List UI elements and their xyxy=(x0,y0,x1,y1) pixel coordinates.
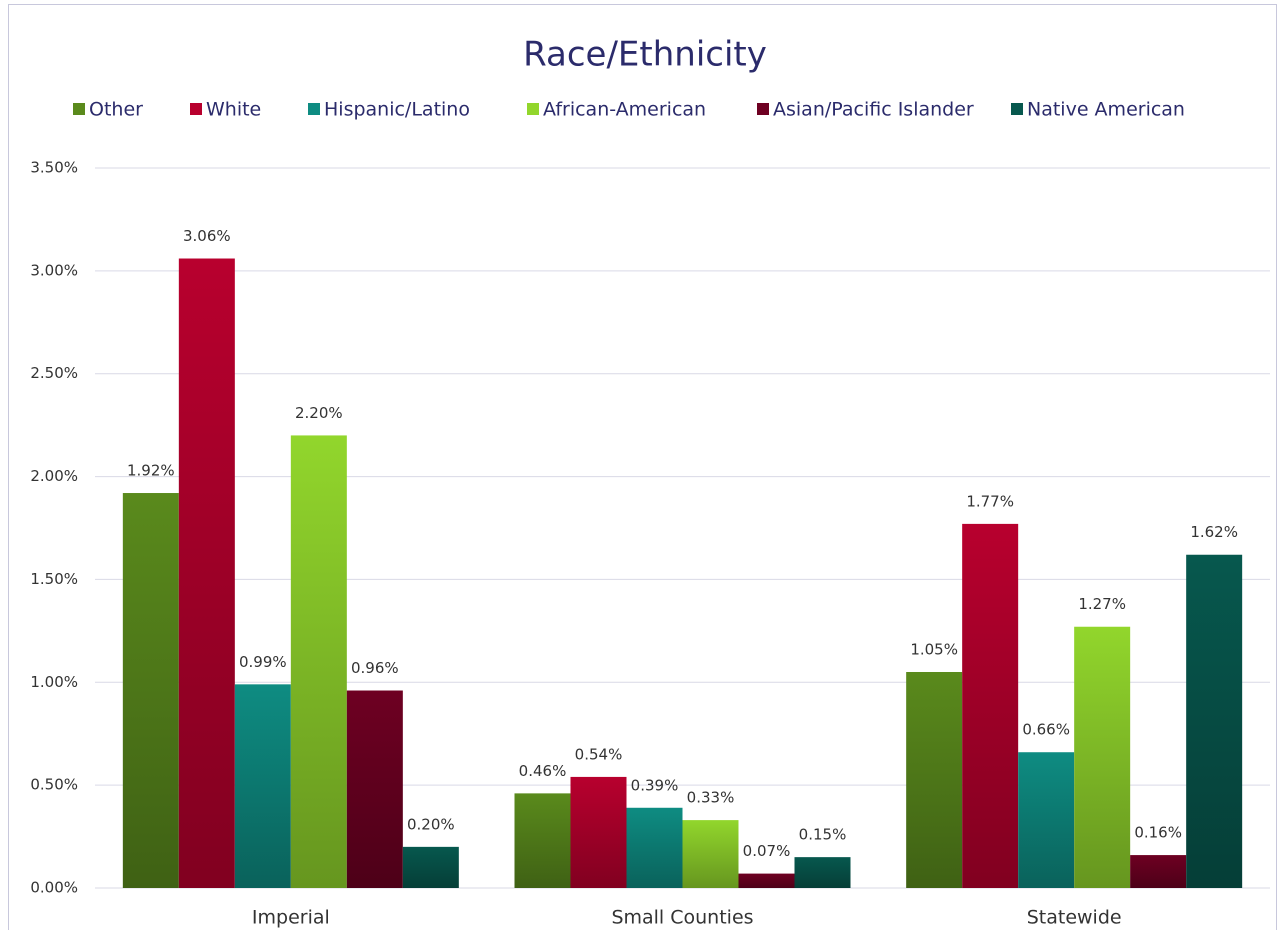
legend-label: Asian/Pacific Islander xyxy=(773,99,974,121)
legend-label: Hispanic/Latino xyxy=(324,99,470,121)
legend-swatch xyxy=(757,103,769,115)
y-tick-label: 3.50% xyxy=(30,159,78,177)
x-tick-label: Statewide xyxy=(1027,907,1122,929)
data-label: 0.15% xyxy=(799,826,847,844)
bar xyxy=(570,776,627,888)
data-label: 1.77% xyxy=(966,492,1014,510)
legend-label: Other xyxy=(89,99,143,121)
x-tick-label: Imperial xyxy=(252,907,330,929)
data-label: 0.46% xyxy=(519,762,567,780)
data-label: 1.92% xyxy=(127,462,175,480)
data-label: 0.99% xyxy=(239,653,287,671)
bar xyxy=(402,846,459,888)
bar xyxy=(1130,855,1187,888)
data-label: 0.54% xyxy=(575,745,623,763)
y-tick-label: 1.50% xyxy=(30,570,78,588)
y-tick-label: 2.50% xyxy=(30,364,78,382)
y-tick-label: 3.00% xyxy=(30,261,78,279)
legend-label: Native American xyxy=(1027,99,1185,121)
chart-border xyxy=(8,4,1277,930)
data-label: 0.96% xyxy=(351,659,399,677)
legend-label: White xyxy=(206,99,261,121)
data-label: 1.27% xyxy=(1078,595,1126,613)
bar xyxy=(122,493,179,888)
x-tick-label: Small Counties xyxy=(611,907,753,929)
bar xyxy=(1074,626,1131,888)
bar xyxy=(1186,554,1243,888)
bar xyxy=(1018,752,1075,888)
data-label: 0.20% xyxy=(407,815,455,833)
bar xyxy=(962,523,1019,888)
bar xyxy=(290,435,347,888)
legend-swatch xyxy=(1011,103,1023,115)
legend-swatch xyxy=(190,103,202,115)
data-label: 3.06% xyxy=(183,227,231,245)
bar xyxy=(794,857,851,888)
bar xyxy=(906,672,963,888)
y-tick-label: 2.00% xyxy=(30,467,78,485)
bar xyxy=(234,684,291,888)
data-label: 0.39% xyxy=(631,776,679,794)
data-label: 1.05% xyxy=(910,641,958,659)
bar xyxy=(626,807,683,888)
y-tick-label: 1.00% xyxy=(30,673,78,691)
bar xyxy=(682,820,739,888)
data-label: 0.33% xyxy=(687,789,735,807)
legend-swatch xyxy=(527,103,539,115)
chart-title: Race/Ethnicity xyxy=(523,35,767,75)
data-label: 1.62% xyxy=(1190,523,1238,541)
y-tick-label: 0.50% xyxy=(30,776,78,794)
bar xyxy=(738,873,795,888)
legend-label: African-American xyxy=(543,99,706,121)
data-label: 0.16% xyxy=(1134,824,1182,842)
legend-swatch xyxy=(73,103,85,115)
data-label: 0.66% xyxy=(1022,721,1070,739)
bar xyxy=(346,690,403,888)
bar xyxy=(178,258,235,888)
data-label: 2.20% xyxy=(295,404,343,422)
data-label: 0.07% xyxy=(743,842,791,860)
legend-swatch xyxy=(308,103,320,115)
y-tick-label: 0.00% xyxy=(30,879,78,897)
bar xyxy=(514,793,571,888)
